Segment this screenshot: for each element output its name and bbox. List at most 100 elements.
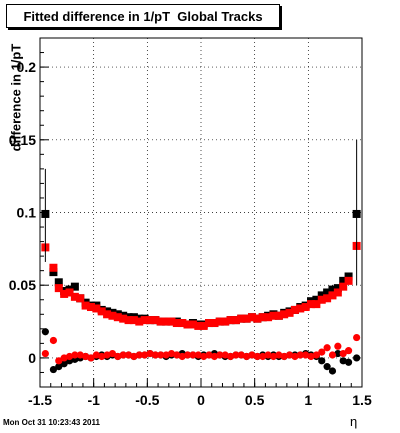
data-point — [41, 328, 49, 336]
data-point — [183, 320, 192, 329]
data-point — [339, 276, 348, 285]
data-point — [353, 333, 361, 342]
data-point — [232, 351, 240, 359]
data-point — [253, 314, 262, 323]
data-point — [92, 304, 101, 313]
x-tick-label: 1.5 — [352, 392, 372, 408]
data-point — [108, 349, 117, 358]
data-point — [226, 316, 235, 325]
data-point — [318, 348, 326, 356]
data-point — [333, 288, 342, 297]
data-point — [215, 317, 224, 326]
data-point — [344, 276, 353, 285]
data-point — [258, 313, 267, 322]
data-point — [172, 319, 181, 328]
data-point — [328, 367, 337, 375]
data-point — [135, 317, 144, 326]
y-tick-label: 0.2 — [17, 59, 37, 75]
data-point — [317, 291, 326, 300]
data-point — [49, 365, 58, 374]
data-point — [264, 313, 273, 322]
x-tick-label: -1 — [87, 392, 100, 408]
data-point — [323, 363, 331, 371]
data-point — [280, 310, 289, 319]
data-point — [328, 351, 337, 359]
data-point — [162, 317, 171, 326]
data-point — [323, 294, 332, 303]
data-point — [312, 300, 321, 309]
data-point — [146, 316, 155, 325]
data-point — [285, 308, 294, 317]
data-point — [135, 351, 143, 359]
data-point — [178, 319, 187, 328]
data-point — [140, 316, 149, 325]
data-point — [41, 349, 49, 358]
data-point — [210, 319, 219, 328]
data-point — [54, 284, 63, 293]
data-point — [323, 344, 331, 352]
data-point — [97, 307, 106, 316]
y-tick-label: 0.05 — [9, 277, 36, 293]
timestamp: Mon Oct 31 10:23:43 2011 — [3, 418, 100, 427]
data-point — [231, 316, 240, 325]
data-point — [81, 301, 90, 310]
x-tick-label: 1 — [304, 392, 312, 408]
data-point — [307, 300, 316, 309]
data-point — [70, 282, 79, 291]
data-point — [205, 319, 214, 328]
data-point — [55, 363, 63, 371]
data-point — [49, 268, 58, 277]
data-point — [344, 272, 353, 281]
y-tick-label: 0 — [28, 350, 36, 366]
data-point — [71, 351, 79, 359]
data-point — [216, 351, 224, 359]
data-point — [328, 291, 337, 300]
x-tick-label: -0.5 — [135, 392, 159, 408]
data-point — [55, 357, 63, 365]
data-point — [49, 336, 58, 345]
data-point — [318, 357, 326, 365]
data-point — [54, 278, 63, 287]
data-point — [253, 352, 261, 361]
data-point — [290, 305, 299, 314]
x-tick-label: 0 — [197, 392, 205, 408]
data-point — [237, 314, 246, 323]
data-point — [199, 321, 208, 330]
data-point — [65, 288, 74, 297]
data-point — [328, 285, 337, 294]
data-point — [129, 316, 138, 325]
data-point — [269, 311, 278, 320]
data-point — [60, 360, 68, 368]
data-point — [339, 349, 347, 358]
data-point — [333, 284, 342, 293]
data-point — [323, 288, 332, 297]
data-point — [76, 294, 85, 303]
data-point — [108, 311, 117, 320]
data-point — [151, 316, 160, 325]
data-point — [221, 317, 230, 326]
data-point — [242, 314, 251, 323]
data-point — [312, 351, 320, 359]
data-point — [151, 351, 159, 359]
data-point — [119, 351, 127, 359]
data-point — [334, 342, 342, 350]
data-point — [296, 351, 304, 359]
data-point — [189, 351, 197, 359]
x-axis-label: η — [350, 414, 358, 429]
data-point — [60, 289, 69, 298]
data-point — [49, 263, 58, 272]
data-point — [86, 303, 95, 312]
data-point — [317, 295, 326, 304]
data-point — [167, 317, 176, 326]
x-tick-label: -1.5 — [28, 392, 52, 408]
chart-title: Fitted difference in 1/pT Global Tracks — [6, 4, 280, 28]
data-point — [301, 303, 310, 312]
data-point — [296, 304, 305, 313]
y-tick-label: 0.1 — [17, 205, 37, 221]
data-point — [70, 292, 79, 301]
data-point — [87, 354, 95, 362]
data-point — [156, 317, 165, 326]
x-tick-label: 0.5 — [245, 392, 265, 408]
data-point — [344, 358, 353, 366]
